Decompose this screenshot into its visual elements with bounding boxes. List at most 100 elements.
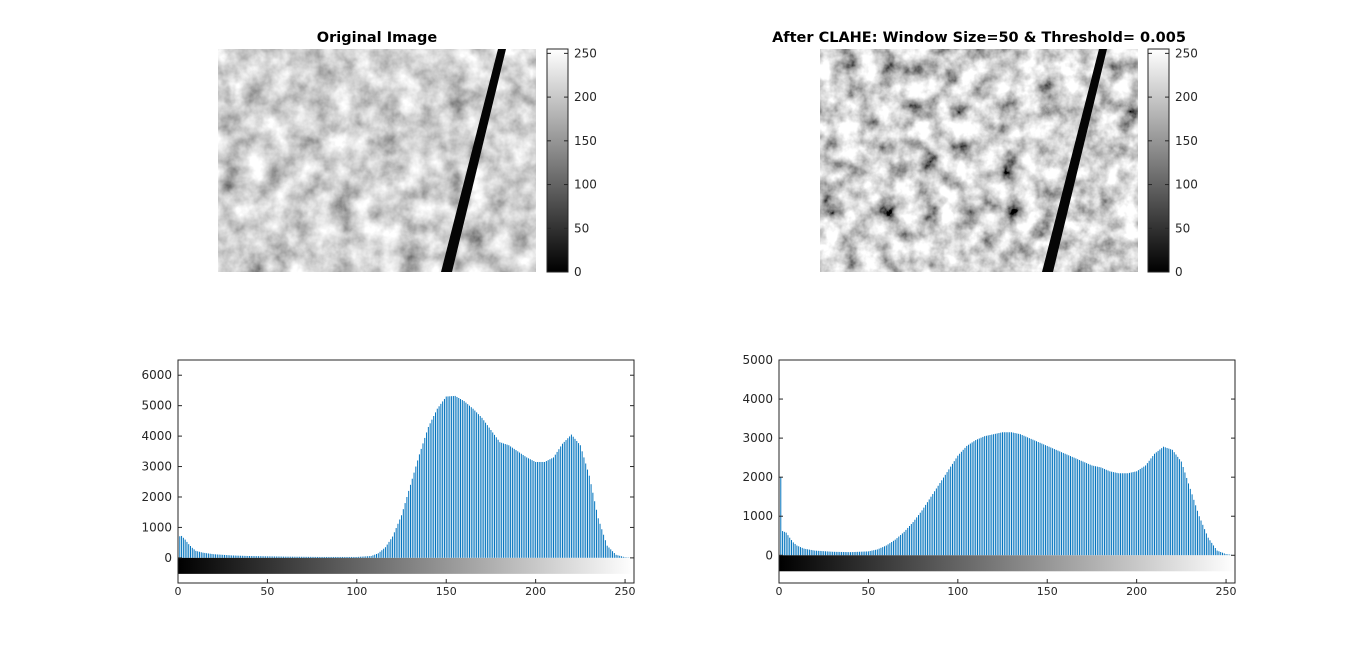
histogram-bar [1111,471,1113,556]
y-tick-label: 3000 [141,460,172,474]
histogram-bar [295,556,297,558]
histogram-bar [583,457,585,558]
histogram-bar [247,555,249,558]
histogram-bar [1069,456,1071,556]
histogram-bar [345,556,347,558]
histogram-bar [1105,469,1107,556]
histogram-bar [837,551,839,556]
histogram-bar [578,443,580,558]
colorbar-tick-label: 250 [574,46,597,60]
histogram-bar [399,519,401,558]
histogram-bar [275,556,277,558]
histogram-bar [935,488,937,556]
histogram-bar [1075,458,1077,556]
histogram-bar [892,540,894,556]
histogram-bar [597,518,599,558]
histogram-bar [604,540,606,558]
histogram-bar [1162,446,1164,556]
x-tick-label: 0 [776,585,783,598]
histogram-bar [1177,456,1179,556]
histogram-bar [211,553,213,558]
histogram-bar [231,555,233,558]
histogram-bar [240,555,242,558]
histogram-bar [442,401,444,558]
histogram-bar [984,436,986,556]
histogram-bar [941,480,943,556]
histogram-bar [864,551,866,556]
histogram-bar [896,538,898,556]
histogram-bar [198,551,200,558]
histogram-bar [608,547,610,558]
histogram-bar [1198,516,1200,556]
histogram-bar [377,553,379,558]
histogram-bar [540,461,542,558]
histogram-bar [286,556,288,558]
histogram-bar [937,485,939,556]
histogram-bar [1034,440,1036,556]
histogram-bar [1188,483,1189,556]
histogram-bar [424,437,426,558]
histogram-bar [363,556,365,558]
histogram-bar [579,445,581,558]
histogram-bar [222,554,224,558]
histogram-bar [1150,458,1152,556]
histogram-bar [270,556,272,558]
histogram-bar [808,549,810,556]
histogram-bar [1059,451,1061,556]
histogram-bar [308,556,310,558]
x-tick-label: 100 [947,585,968,598]
histogram-bar [916,517,918,556]
histogram-bars [778,432,1234,556]
histogram-bar [825,551,826,556]
histogram-bar [1130,472,1132,556]
histogram-bar [1096,466,1098,556]
histogram-bar [343,556,345,558]
histogram-bar [485,422,487,558]
histogram-bar [284,556,286,558]
histogram-bar [350,556,352,558]
histogram-bar [842,552,844,556]
dark-streak [441,49,506,272]
histogram-bar [553,457,555,558]
histogram-bar [993,434,995,556]
histogram-bar [324,556,326,558]
histogram-bar [427,426,429,558]
histogram-bar [1186,477,1188,556]
histogram-bar [1057,450,1059,556]
histogram-bar [846,552,848,556]
histogram-bar [801,547,803,556]
colorbar-tick-label: 50 [574,221,589,235]
histogram-bar [420,448,422,558]
histogram-bar [361,556,363,558]
histogram-bar [563,441,565,558]
histogram-bar [359,556,361,558]
histogram-bar [191,547,193,558]
histogram-bar [1071,456,1073,556]
histogram-bar [490,430,492,558]
histogram-bar [1000,432,1002,556]
colorbar-tick-label: 250 [1175,46,1198,60]
histogram-bar [1087,463,1089,556]
histogram-bar [1077,459,1079,556]
histogram-bar [547,460,549,558]
histogram-bar [821,551,823,556]
histogram-bar [1002,432,1004,556]
histogram-bar [987,435,989,556]
histogram-bar [436,408,438,558]
histogram-bar [921,510,923,556]
histogram-bar [1078,459,1080,556]
histogram-bar [857,551,859,556]
histogram-bar [985,435,987,556]
histogram-bar [281,556,283,558]
histogram-bar [1082,461,1084,556]
histogram-bar [606,545,608,558]
histogram-bar [1195,505,1197,556]
histogram-bar [1204,529,1206,556]
histogram-bar [181,535,183,558]
histogram-bar [948,469,950,556]
histogram-bars [177,395,633,558]
histogram-bar [1141,467,1143,556]
histogram-bar [252,556,254,558]
histogram-bar [1154,453,1156,556]
dark-streak [1042,49,1107,272]
